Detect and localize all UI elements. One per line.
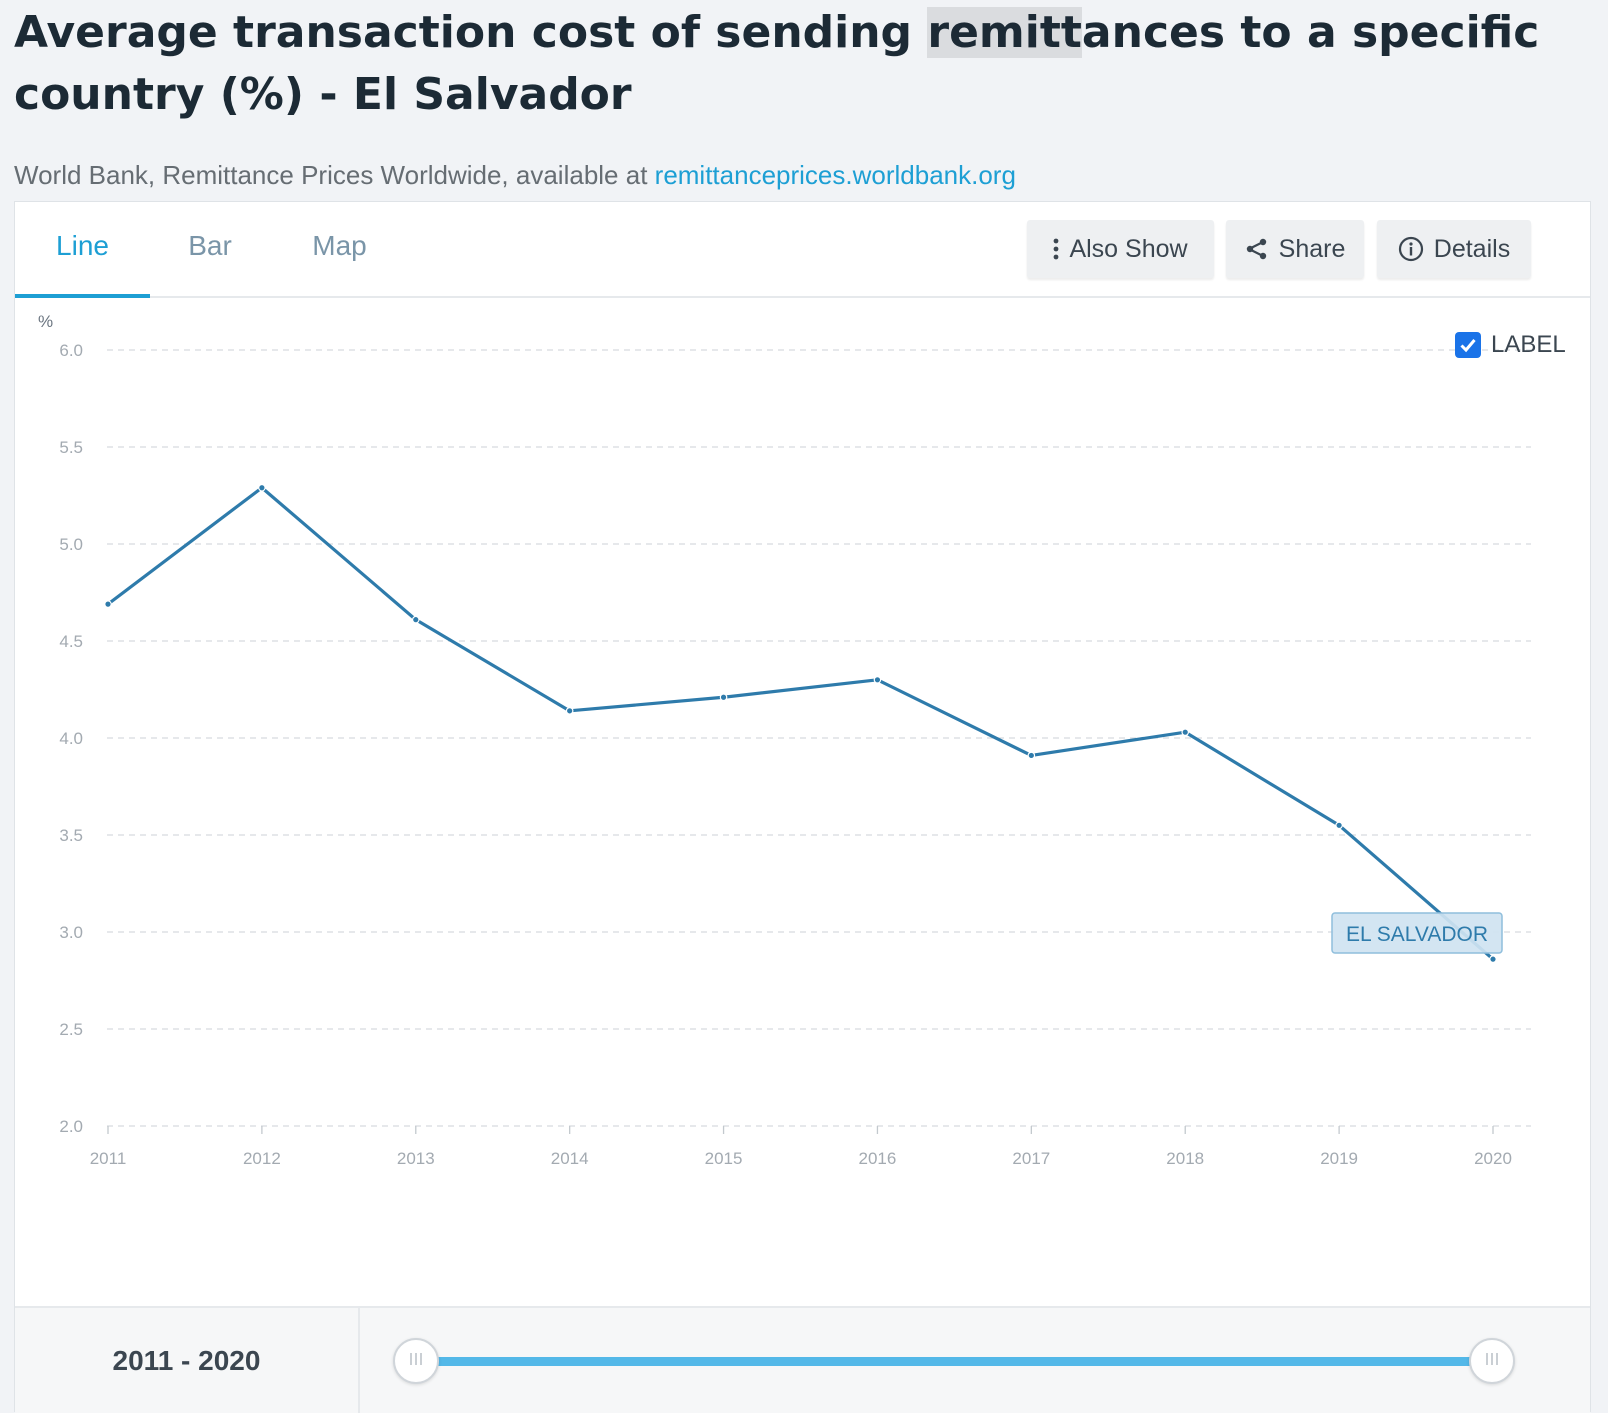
label-toggle-text: LABEL <box>1491 331 1566 358</box>
series-label-box <box>1331 912 1503 954</box>
y-tick-label: 3.0 <box>59 923 83 942</box>
x-tick-label: 2013 <box>397 1149 435 1168</box>
data-point <box>1027 751 1036 760</box>
info-icon <box>1398 236 1424 262</box>
x-tick-label: 2015 <box>705 1149 743 1168</box>
y-tick-label: 2.5 <box>59 1020 83 1039</box>
y-axis-unit-label: % <box>38 312 53 331</box>
y-tick-label: 6.0 <box>59 341 83 360</box>
tab-map[interactable]: Map <box>312 230 367 261</box>
source-line: World Bank, Remittance Prices Worldwide,… <box>14 160 1016 191</box>
y-tick-label: 4.5 <box>59 632 83 651</box>
grip-icon <box>409 1352 423 1370</box>
data-point <box>258 483 266 492</box>
chart-type-tabs: Line Bar Map Also Show Share Details <box>15 202 1590 298</box>
y-tick-label: 4.0 <box>59 729 83 748</box>
details-button[interactable]: Details <box>1377 220 1531 278</box>
data-point <box>565 707 574 715</box>
x-tick-label: 2017 <box>1012 1149 1050 1168</box>
y-tick-label: 3.5 <box>59 826 83 845</box>
data-point <box>1489 955 1497 963</box>
share-label: Share <box>1278 234 1346 263</box>
label-toggle[interactable]: LABEL <box>1455 331 1566 359</box>
also-show-label: Also Show <box>1069 234 1188 263</box>
x-tick-label: 2020 <box>1474 1149 1512 1168</box>
x-tick-label: 2018 <box>1166 1149 1204 1168</box>
series-label-text: EL SALVADOR <box>1346 923 1488 946</box>
series-line <box>107 486 1495 961</box>
x-tick-label: 2019 <box>1320 1149 1358 1168</box>
y-tick-label: 5.5 <box>59 438 83 457</box>
data-point <box>1335 821 1343 830</box>
range-start-handle[interactable] <box>393 1338 439 1384</box>
title-highlighted-text: remitt <box>927 7 1082 58</box>
source-text: World Bank, Remittance Prices Worldwide,… <box>14 160 655 190</box>
line-chart: % 2.0 2.5 3.0 3.5 4.0 4.5 5.0 5.5 6.0 2011 2012 2013… <box>38 312 1531 1168</box>
title-text-end: ances to a specific country (%) - El Sal… <box>14 7 1540 120</box>
grip-icon <box>1485 1352 1499 1370</box>
time-range-footer: 2011 - 2020 <box>15 1306 1590 1413</box>
share-icon <box>1245 237 1269 261</box>
title-text-start: Average transaction cost of sending <box>14 7 928 58</box>
data-point <box>1181 728 1190 736</box>
vertical-dots-icon <box>1053 238 1059 260</box>
chart-area: % 2.0 2.5 3.0 3.5 4.0 4.5 5.0 5.5 6.0 2011 2012 2013… <box>15 298 1592 1306</box>
checkbox-checked-icon[interactable] <box>1455 332 1481 358</box>
data-point <box>719 693 728 702</box>
x-tick-label: 2016 <box>859 1149 897 1168</box>
range-slider-track[interactable] <box>435 1357 1491 1366</box>
share-button[interactable]: Share <box>1226 220 1364 278</box>
range-end-handle[interactable] <box>1469 1338 1515 1384</box>
data-point <box>411 615 420 624</box>
tab-bar[interactable]: Bar <box>188 230 232 261</box>
page-title: Average transaction cost of sending remi… <box>14 2 1574 126</box>
range-label: 2011 - 2020 <box>15 1308 360 1413</box>
data-point <box>873 675 882 684</box>
tab-line[interactable]: Line <box>15 202 150 298</box>
y-tick-label: 2.0 <box>59 1117 83 1136</box>
details-label: Details <box>1433 234 1511 263</box>
x-tick-label: 2011 <box>90 1149 127 1168</box>
x-tick-label: 2014 <box>551 1149 589 1168</box>
chart-panel: Line Bar Map Also Show Share Details % 2.… <box>14 201 1592 1413</box>
source-link[interactable]: remittanceprices.worldbank.org <box>654 160 1016 190</box>
x-tick-label: 2012 <box>243 1149 281 1168</box>
also-show-button[interactable]: Also Show <box>1027 220 1214 278</box>
y-tick-label: 5.0 <box>59 535 83 554</box>
data-point <box>104 600 112 608</box>
